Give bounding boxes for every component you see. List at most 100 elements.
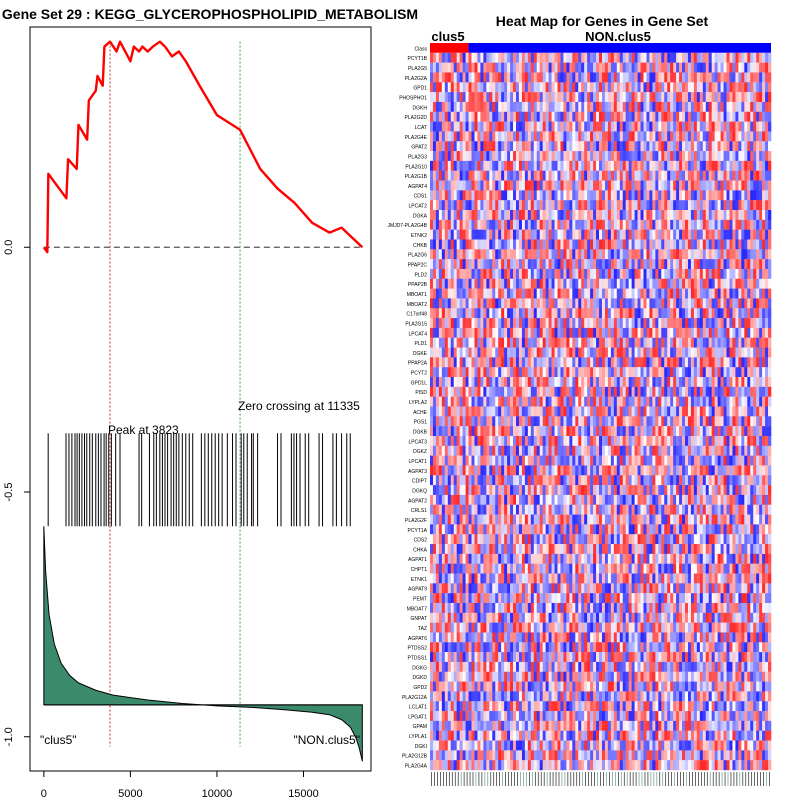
heatmap-cell: [438, 298, 443, 309]
heatmap-cell: [604, 377, 609, 388]
heatmap-cell: [622, 160, 627, 171]
heatmap-cell: [696, 268, 701, 279]
heatmap-cell: [756, 396, 760, 407]
heatmap-cell: [613, 288, 618, 299]
heatmap-cell: [705, 455, 710, 466]
heatmap-cell: [756, 435, 760, 446]
heatmap-cell: [513, 318, 517, 329]
heatmap-cell: [682, 249, 686, 260]
heatmap-cell: [539, 151, 543, 162]
heatmap-cell: [587, 288, 591, 299]
heatmap-cell: [682, 151, 686, 162]
heatmap-cell: [584, 327, 588, 338]
heatmap-cell: [711, 111, 715, 122]
heatmap-cell: [670, 210, 674, 221]
heatmap-cell: [518, 288, 523, 299]
heatmap-cell: [664, 229, 668, 240]
heatmap-cell: [450, 386, 455, 397]
heatmap-cell: [690, 239, 695, 250]
heatmap-cell: [658, 445, 662, 456]
heatmap-cell: [699, 141, 704, 152]
heatmap-cell: [640, 298, 644, 309]
heatmap-cell: [726, 72, 730, 83]
heatmap-cell: [667, 268, 671, 279]
heatmap-cell: [468, 259, 472, 270]
heatmap-cell: [690, 121, 695, 132]
heatmap-cell: [634, 101, 638, 112]
heatmap-cell: [504, 259, 508, 270]
heatmap-cell: [480, 455, 484, 466]
heatmap-cell: [492, 101, 496, 112]
heatmap-cell: [430, 210, 434, 221]
heatmap-cell: [489, 180, 493, 191]
heatmap-cell: [584, 52, 588, 63]
heatmap-cell: [732, 170, 736, 181]
heatmap-cell: [572, 141, 576, 152]
heatmap-cell: [554, 396, 558, 407]
heatmap-cell: [625, 337, 629, 348]
heatmap-cell: [521, 259, 526, 270]
heatmap-cell: [726, 111, 730, 122]
heatmap-cell: [533, 82, 538, 93]
heatmap-cell: [649, 151, 653, 162]
heatmap-cell: [504, 210, 508, 221]
heatmap-cell: [658, 249, 662, 260]
heatmap-cell: [542, 210, 546, 221]
heatmap-cell: [619, 229, 624, 240]
heatmap-cell: [661, 131, 665, 142]
heatmap-cell: [646, 435, 650, 446]
heatmap-cell: [471, 52, 475, 63]
heatmap-cell: [513, 377, 517, 388]
heatmap-cell: [474, 111, 478, 122]
heatmap-cell: [604, 190, 609, 201]
heatmap-cell: [501, 357, 505, 368]
heatmap-cell: [510, 200, 514, 211]
heatmap-cell: [590, 101, 594, 112]
heatmap-cell: [563, 445, 567, 456]
heatmap-cell: [601, 190, 606, 201]
heatmap-cell: [524, 298, 529, 309]
heatmap-cell: [527, 92, 532, 103]
heatmap-cell: [610, 318, 615, 329]
heatmap-cell: [468, 357, 472, 368]
heatmap-cell: [507, 268, 511, 279]
heatmap-cell: [578, 318, 582, 329]
heatmap-cell: [557, 445, 561, 456]
heatmap-cell: [759, 92, 763, 103]
heatmap-cell: [687, 377, 692, 388]
heatmap-cell: [756, 131, 760, 142]
heatmap-cell: [735, 92, 739, 103]
heatmap-cell: [708, 357, 712, 368]
heatmap-cell: [462, 367, 466, 378]
heatmap-cell: [581, 396, 585, 407]
heatmap-cell: [744, 396, 748, 407]
heatmap-cell: [622, 318, 627, 329]
heatmap-cell: [501, 249, 505, 260]
heatmap-cell: [634, 386, 638, 397]
heatmap-cell: [593, 377, 597, 388]
heatmap-cell: [601, 111, 606, 122]
heatmap-cell: [575, 180, 579, 191]
heatmap-cell: [536, 308, 541, 319]
heatmap-cell: [619, 160, 624, 171]
heatmap-cell: [747, 219, 751, 230]
heatmap-cell: [655, 386, 659, 397]
heatmap-cell: [521, 337, 526, 348]
heatmap-cell: [504, 298, 508, 309]
heatmap-cell: [521, 131, 526, 142]
heatmap-cell: [504, 92, 508, 103]
heatmap-cell: [640, 229, 644, 240]
heatmap-cell: [762, 308, 766, 319]
heatmap-cell: [477, 121, 481, 132]
heatmap-cell: [765, 386, 769, 397]
heatmap-cell: [768, 396, 772, 407]
heatmap-cell: [673, 288, 677, 299]
heatmap-cell: [450, 268, 455, 279]
heatmap-cell: [676, 288, 680, 299]
heatmap-cell: [596, 435, 600, 446]
heatmap-cell: [702, 367, 707, 378]
heatmap-cell: [655, 180, 659, 191]
heatmap-cell: [765, 219, 769, 230]
heatmap-cell: [759, 308, 763, 319]
heatmap-cell: [658, 62, 662, 73]
